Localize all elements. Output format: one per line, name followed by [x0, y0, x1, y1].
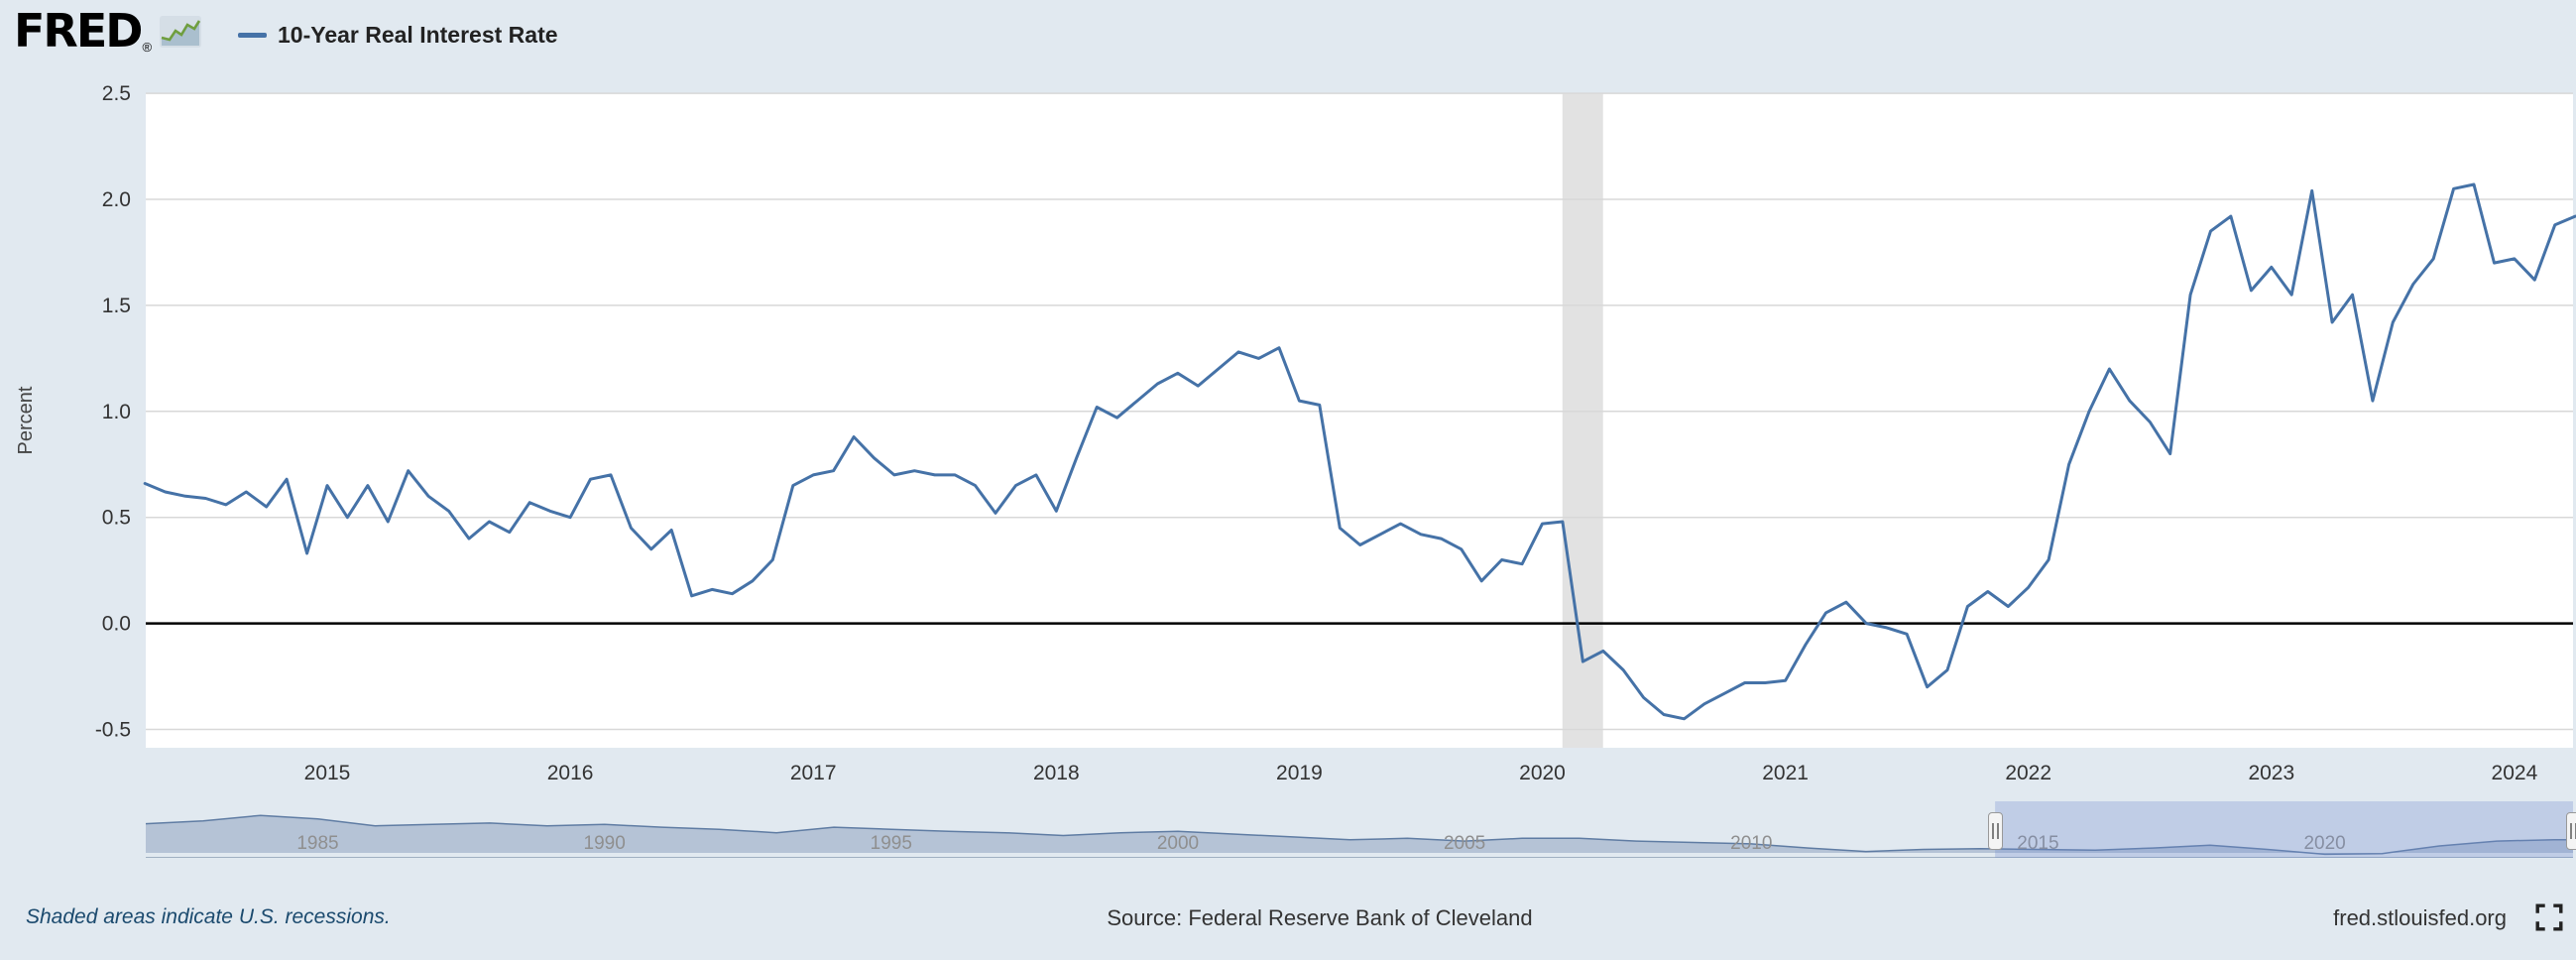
y-tick-label: -0.5	[95, 719, 131, 742]
fred-logo-chart-icon	[160, 14, 202, 55]
fred-logo-text: FRED	[14, 4, 143, 58]
legend: 10-Year Real Interest Rate	[238, 22, 558, 49]
mini-year-label: 2020	[2303, 833, 2345, 854]
fred-logo: FRED ®	[14, 4, 202, 58]
x-tick-label: 2019	[1276, 762, 1323, 784]
mini-year-label: 2000	[1157, 833, 1199, 854]
mini-line	[145, 814, 2573, 856]
mini-year-label: 1985	[296, 833, 338, 854]
y-tick-label: 2.0	[102, 188, 131, 211]
legend-label: 10-Year Real Interest Rate	[278, 22, 558, 48]
mini-year-label: 1990	[584, 833, 626, 854]
x-tick-label: 2015	[304, 762, 351, 784]
mini-year-label: 1995	[871, 833, 912, 854]
fred-site-link[interactable]: fred.stlouisfed.org	[2333, 905, 2507, 930]
range-handle-right[interactable]	[2565, 812, 2576, 850]
x-tick-label: 2017	[790, 762, 837, 784]
x-tick-label: 2023	[2248, 762, 2294, 784]
x-tick-label: 2020	[1519, 762, 1566, 784]
recession-band	[1562, 93, 1603, 748]
fullscreen-icon	[2535, 903, 2563, 931]
series-line	[143, 182, 2576, 721]
x-tick-label: 2016	[547, 762, 594, 784]
fullscreen-button[interactable]	[2534, 902, 2564, 932]
plot-area[interactable]	[146, 93, 2573, 748]
source-text: Source: Federal Reserve Bank of Clevelan…	[1107, 905, 1533, 930]
y-tick-label: 2.5	[102, 82, 131, 105]
main-chart[interactable]: 2.5 2.0 1.5 1.0 0.5 0.0 -0.5 2015 2016 2017 2018 20…	[0, 0, 2576, 793]
y-tick-label: 1.5	[102, 295, 131, 317]
x-tick-label: 2021	[1762, 762, 1809, 784]
legend-line-marker	[238, 33, 267, 38]
range-selector[interactable]: 1985 1990 1995 2000 2005 2010 2015 2020	[0, 799, 2576, 871]
footer: Shaded areas indicate U.S. recessions. S…	[0, 898, 2576, 941]
x-tick-label: 2018	[1033, 762, 1080, 784]
y-tick-label: 0.5	[102, 507, 131, 530]
x-tick-label: 2024	[2492, 762, 2538, 784]
recession-note: Shaded areas indicate U.S. recessions.	[26, 905, 391, 928]
x-tick-label: 2022	[2005, 762, 2051, 784]
selection-overlay[interactable]	[1995, 801, 2573, 858]
y-tick-label: 0.0	[102, 613, 131, 636]
mini-area	[146, 815, 2573, 855]
range-handle-left[interactable]	[1987, 812, 2003, 850]
y-tick-label: 1.0	[102, 401, 131, 423]
mini-year-label: 2005	[1444, 833, 1485, 854]
mini-year-label: 2010	[1730, 833, 1772, 854]
header: FRED ® 10-Year Real Interest Rate	[0, 0, 2576, 69]
registered-trademark: ®	[142, 40, 153, 55]
mini-year-label: 2015	[2017, 833, 2058, 854]
